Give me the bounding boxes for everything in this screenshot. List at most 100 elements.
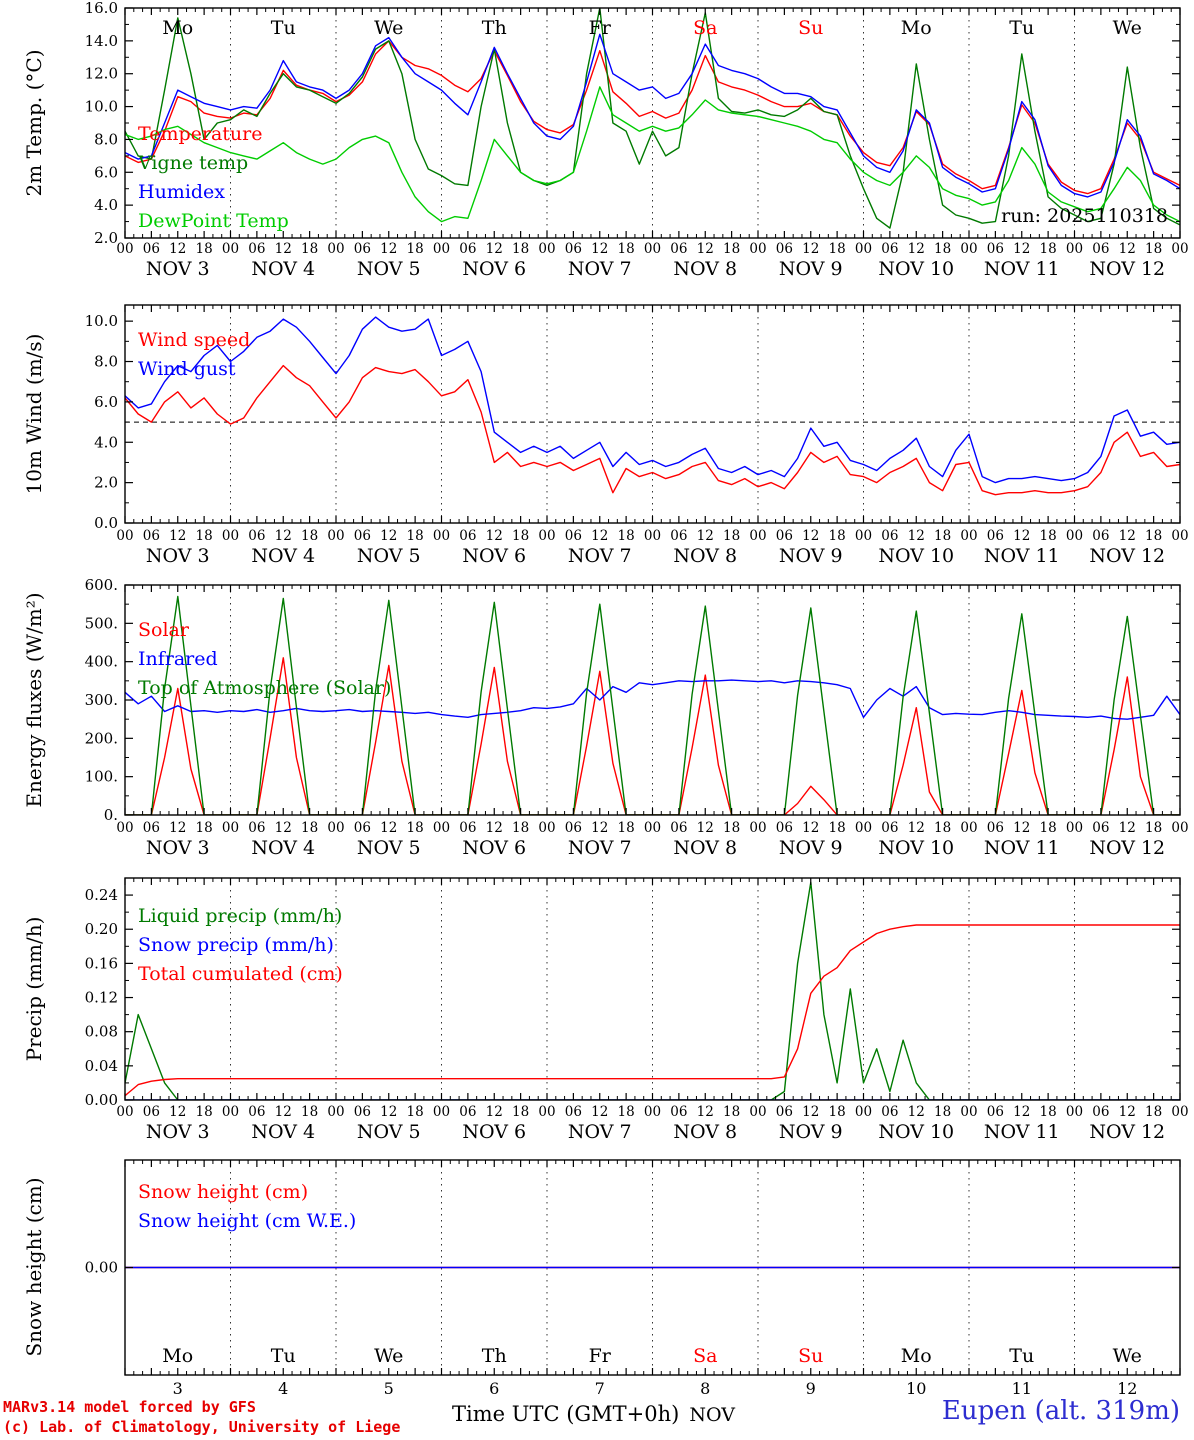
series-line-wind-speed [125,364,1180,496]
x-day-label: NOV 5 [357,837,421,859]
x-day-label: NOV 8 [673,545,737,567]
y-axis-label-snow: Snow height (cm) [22,1177,46,1357]
x-tick-label: 06 [143,820,160,836]
x-tick-label: 00 [855,1104,872,1120]
day-number-label: 6 [489,1379,499,1398]
x-tick-label: 00 [538,820,555,836]
x-day-label: NOV 4 [251,545,315,567]
x-tick-label: 12 [486,1104,503,1120]
x-axis-month-label: NOV [689,1404,735,1426]
x-tick-label: 00 [1066,1104,1083,1120]
x-day-label: NOV 11 [984,1121,1060,1143]
y-tick-label: 2.0 [94,474,118,492]
x-tick-label: 00 [749,528,766,544]
x-tick-label: 18 [512,1104,529,1120]
x-tick-label: 00 [960,241,977,257]
dow-label-bottom: We [374,1345,403,1367]
x-tick-label: 06 [987,820,1004,836]
x-tick-label: 12 [1013,528,1030,544]
x-tick-label: 18 [1040,528,1057,544]
x-tick-label: 06 [565,528,582,544]
x-tick-label: 00 [538,241,555,257]
panel-4: 0.00 [85,1159,1181,1376]
x-tick-label: 18 [196,241,213,257]
x-tick-label: 18 [196,1104,213,1120]
legend-item: Humidex [138,181,226,203]
dow-label-bottom: Tu [1009,1345,1034,1367]
x-day-label: NOV 8 [673,1121,737,1143]
series-line-top-of-atmosphere-solar- [125,595,1180,815]
y-tick-label: 200. [85,729,118,747]
dow-label-bottom: Su [798,1345,823,1367]
x-tick-label: 12 [1119,820,1136,836]
x-tick-label: 18 [723,528,740,544]
legend-temp: Temperature Vigne temp Humidex DewPoint Tem… [138,120,289,236]
x-day-label: NOV 5 [357,1121,421,1143]
x-day-label: NOV 6 [462,1121,526,1143]
x-axis-label-text: Time UTC (GMT+0h) [452,1402,680,1426]
x-tick-label: 18 [301,241,318,257]
legend-item: Snow height (cm W.E.) [138,1210,357,1232]
x-day-label: NOV 11 [984,545,1060,567]
station-label: Eupen (alt. 319m) [941,1396,1180,1426]
x-tick-label: 18 [618,528,635,544]
y-tick-label: 600. [85,576,118,594]
x-tick-label: 12 [486,528,503,544]
legend-item: Solar [138,619,189,641]
x-tick-label: 18 [196,820,213,836]
series-line-infrared [125,679,1180,720]
x-tick-label: 06 [670,1104,687,1120]
y-tick-label: 300. [85,691,118,709]
x-tick-label: 00 [1066,820,1083,836]
dow-label-top: Su [798,17,823,39]
x-tick-label: 18 [934,241,951,257]
x-tick-label: 12 [380,820,397,836]
y-tick-label: 0.04 [85,1057,118,1075]
x-tick-label: 12 [275,241,292,257]
footer-lab: (c) Lab. of Climatology, University of L… [3,1418,401,1436]
legend-item: Infrared [138,648,218,670]
x-tick-label: 12 [275,1104,292,1120]
x-tick-label: 18 [934,820,951,836]
x-tick-label: 12 [169,528,186,544]
y-tick-label: 4.0 [94,433,118,451]
x-tick-label: 00 [644,820,661,836]
x-tick-label: 00 [855,820,872,836]
x-tick-label: 12 [591,241,608,257]
x-tick-label: 00 [855,241,872,257]
x-day-label: NOV 9 [779,837,843,859]
x-tick-label: 00 [116,528,133,544]
x-tick-label: 06 [248,1104,265,1120]
x-day-label: NOV 6 [462,837,526,859]
x-tick-label: 06 [143,241,160,257]
x-day-label: NOV 3 [146,837,210,859]
x-tick-label: 06 [354,1104,371,1120]
panel-0: 2.0 4.0 6.0 8.0 10.0 12.0 14.0 16.0 00 06 12 18 00 06… [85,0,1189,280]
x-day-label: NOV 12 [1089,837,1165,859]
x-tick-label: 18 [512,820,529,836]
x-day-label: NOV 7 [568,1121,632,1143]
x-axis-label: Time UTC (GMT+0h) NOV [452,1402,735,1426]
x-tick-label: 18 [407,1104,424,1120]
x-tick-label: 00 [960,820,977,836]
x-tick-label: 12 [908,1104,925,1120]
dow-label-top: We [1113,17,1142,39]
x-tick-label: 06 [670,241,687,257]
x-day-label: NOV 4 [251,1121,315,1143]
dow-label-bottom: Sa [693,1345,717,1367]
day-number-label: 9 [806,1379,816,1398]
x-day-label: NOV 5 [357,545,421,567]
x-tick-label: 06 [1092,820,1109,836]
dow-label-top: Mo [162,17,193,39]
x-tick-label: 12 [1013,241,1030,257]
legend-snow: Snow height (cm) Snow height (cm W.E.) [138,1178,356,1236]
legend-item: Wind speed [138,329,251,351]
x-tick-label: 12 [275,528,292,544]
x-tick-label: 00 [433,1104,450,1120]
x-tick-label: 06 [881,241,898,257]
y-tick-label: 0.24 [85,886,118,904]
x-tick-label: 06 [987,528,1004,544]
x-day-label: NOV 9 [779,545,843,567]
x-tick-label: 06 [565,1104,582,1120]
x-tick-label: 06 [354,241,371,257]
